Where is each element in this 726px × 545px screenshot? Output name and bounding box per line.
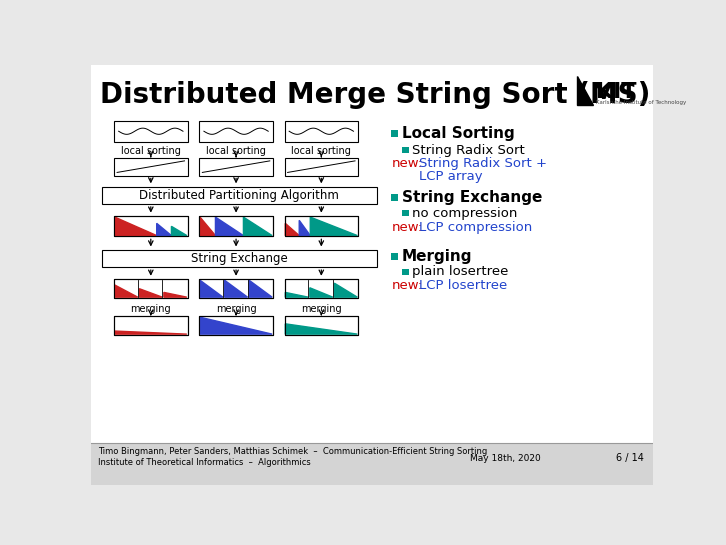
Bar: [391, 195, 399, 201]
Text: Merging: Merging: [401, 249, 472, 264]
Polygon shape: [200, 217, 216, 235]
Text: new:: new:: [391, 158, 423, 171]
Polygon shape: [171, 226, 187, 235]
Polygon shape: [299, 220, 310, 235]
Polygon shape: [243, 217, 272, 235]
Bar: [102, 250, 377, 267]
Text: String Radix Sort +: String Radix Sort +: [420, 158, 547, 171]
Bar: [285, 280, 358, 298]
Text: merging: merging: [301, 304, 342, 314]
Polygon shape: [200, 317, 272, 334]
Polygon shape: [285, 293, 309, 297]
Polygon shape: [310, 217, 357, 235]
Bar: [199, 317, 273, 335]
Polygon shape: [216, 217, 243, 235]
Polygon shape: [335, 283, 357, 297]
Polygon shape: [249, 280, 272, 297]
Polygon shape: [310, 288, 333, 297]
Bar: [114, 216, 187, 237]
Text: new:: new:: [391, 279, 423, 292]
Text: String Radix Sort: String Radix Sort: [412, 143, 524, 156]
Text: Institute of Theoretical Informatics  –  Algorithmics: Institute of Theoretical Informatics – A…: [99, 458, 311, 467]
Text: String Exchange: String Exchange: [191, 252, 287, 265]
Polygon shape: [139, 289, 163, 297]
Bar: [391, 253, 399, 260]
Bar: [402, 210, 409, 216]
Bar: [199, 121, 273, 142]
Text: merging: merging: [131, 304, 171, 314]
Text: Local Sorting: Local Sorting: [401, 126, 514, 141]
Polygon shape: [115, 331, 187, 334]
Text: merging: merging: [216, 304, 256, 314]
Bar: [114, 317, 187, 335]
Bar: [285, 158, 358, 175]
Bar: [285, 280, 358, 298]
Bar: [199, 280, 273, 298]
Bar: [114, 158, 187, 175]
Polygon shape: [224, 280, 248, 297]
Bar: [285, 317, 358, 335]
Bar: [114, 121, 187, 142]
Bar: [285, 216, 358, 237]
Bar: [285, 317, 358, 335]
Bar: [91, 65, 653, 443]
Bar: [114, 317, 187, 335]
Bar: [91, 443, 653, 485]
Bar: [285, 216, 358, 237]
Polygon shape: [115, 217, 157, 235]
Text: Timo Bingmann, Peter Sanders, Matthias Schimek  –  Communication-Efficient Strin: Timo Bingmann, Peter Sanders, Matthias S…: [99, 447, 488, 457]
Text: LCP array: LCP array: [420, 170, 483, 183]
Polygon shape: [285, 324, 357, 334]
Bar: [114, 216, 187, 237]
Text: new:: new:: [391, 221, 423, 234]
Polygon shape: [577, 76, 593, 105]
Text: LCP losertree: LCP losertree: [420, 279, 507, 292]
Polygon shape: [200, 280, 223, 297]
Bar: [285, 121, 358, 142]
Text: no compression: no compression: [412, 207, 517, 220]
Bar: [114, 280, 187, 298]
Text: local sorting: local sorting: [121, 146, 181, 156]
Text: local sorting: local sorting: [291, 146, 351, 156]
Bar: [402, 269, 409, 275]
Polygon shape: [164, 293, 187, 297]
Polygon shape: [115, 285, 138, 297]
Text: String Exchange: String Exchange: [401, 190, 542, 205]
Bar: [391, 130, 399, 137]
Text: KIT: KIT: [596, 82, 637, 101]
Text: May 18th, 2020: May 18th, 2020: [470, 453, 542, 463]
Text: 6 / 14: 6 / 14: [616, 453, 644, 463]
Text: LCP compression: LCP compression: [420, 221, 533, 234]
Text: Distributed Partitioning Algorithm: Distributed Partitioning Algorithm: [139, 189, 339, 202]
Bar: [114, 280, 187, 298]
Bar: [199, 216, 273, 237]
Bar: [199, 280, 273, 298]
Text: plain losertree: plain losertree: [412, 265, 508, 278]
Text: Distributed Merge String Sort (MS): Distributed Merge String Sort (MS): [100, 81, 650, 108]
Bar: [102, 187, 377, 204]
Bar: [199, 216, 273, 237]
Text: local sorting: local sorting: [206, 146, 266, 156]
Bar: [199, 317, 273, 335]
Bar: [199, 158, 273, 175]
Text: Karlsruhe Institute of Technology: Karlsruhe Institute of Technology: [596, 100, 686, 105]
Polygon shape: [285, 223, 299, 235]
Bar: [402, 147, 409, 153]
Polygon shape: [157, 223, 171, 235]
